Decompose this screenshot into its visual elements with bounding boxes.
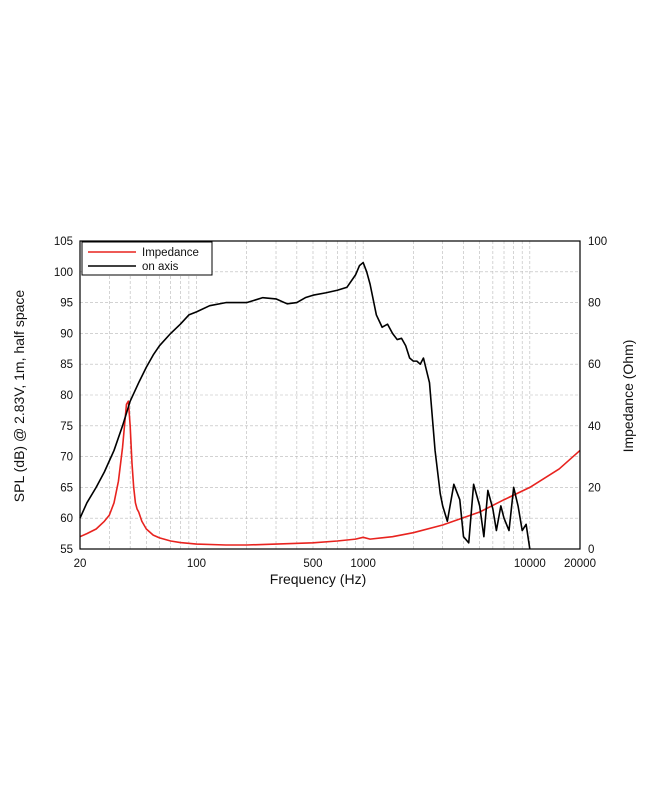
x-axis-ticks: 20 100 500 1000 10000 20000 bbox=[74, 558, 596, 570]
legend-label-impedance: Impedance bbox=[142, 247, 199, 259]
y-tick-label: 75 bbox=[60, 421, 73, 433]
y2-tick-label: 80 bbox=[588, 298, 601, 310]
y2-axis-label: Impedance (Ohm) bbox=[620, 340, 636, 453]
y-tick-label: 60 bbox=[60, 513, 73, 525]
grid bbox=[79, 240, 581, 550]
legend: Impedance on axis bbox=[81, 241, 213, 276]
y-tick-label: 95 bbox=[60, 298, 73, 310]
y-tick-label: 65 bbox=[60, 482, 73, 494]
x-tick-label: 100 bbox=[187, 558, 206, 570]
y-axis-label: SPL (dB) @ 2.83V, 1m, half space bbox=[11, 290, 27, 503]
legend-box bbox=[81, 241, 213, 276]
x-tick-label: 10000 bbox=[514, 558, 546, 570]
y2-tick-label: 100 bbox=[588, 236, 607, 248]
y2-tick-label: 60 bbox=[588, 359, 601, 371]
y-tick-label: 90 bbox=[60, 328, 73, 340]
legend-label-on-axis: on axis bbox=[142, 261, 179, 273]
y-axis-ticks: 55 60 65 70 75 80 85 90 95 100 105 bbox=[54, 236, 73, 556]
x-tick-label: 500 bbox=[303, 558, 322, 570]
y-tick-label: 105 bbox=[54, 236, 73, 248]
x-tick-label: 1000 bbox=[350, 558, 376, 570]
x-axis-label: Frequency (Hz) bbox=[270, 571, 366, 587]
y2-axis-ticks: 0 20 40 60 80 100 bbox=[588, 236, 607, 556]
series-line-on-axis bbox=[79, 261, 531, 550]
series-line-impedance bbox=[79, 400, 581, 546]
plot-frame bbox=[79, 240, 581, 550]
x-tick-label: 20000 bbox=[564, 558, 596, 570]
y2-tick-label: 20 bbox=[588, 482, 601, 494]
y2-tick-label: 40 bbox=[588, 421, 601, 433]
y-tick-label: 100 bbox=[54, 267, 73, 279]
y-tick-label: 70 bbox=[60, 452, 73, 464]
x-tick-label: 20 bbox=[74, 558, 87, 570]
series-layer bbox=[79, 261, 581, 550]
y-tick-label: 55 bbox=[60, 544, 73, 556]
y2-tick-label: 0 bbox=[588, 544, 594, 556]
y-tick-label: 85 bbox=[60, 359, 73, 371]
y-tick-label: 80 bbox=[60, 390, 73, 402]
